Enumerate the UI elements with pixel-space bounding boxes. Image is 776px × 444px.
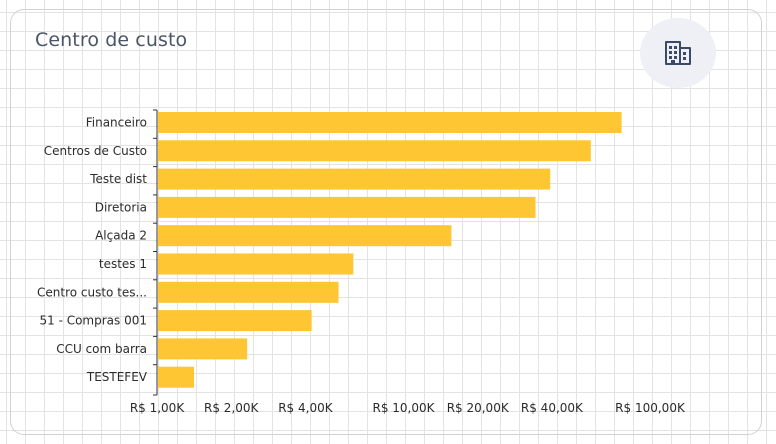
x-tick-label: R$ 40,00K xyxy=(521,401,584,415)
bar xyxy=(158,310,312,332)
category-label: 51 - Compras 001 xyxy=(39,314,147,328)
category-label: Centro custo tes... xyxy=(37,285,147,299)
bar xyxy=(158,281,339,303)
category-label: Alçada 2 xyxy=(95,229,147,243)
bar xyxy=(158,112,622,133)
bar xyxy=(158,366,195,388)
category-label: CCU com barra xyxy=(56,342,147,356)
bar xyxy=(158,338,248,360)
x-tick-label: R$ 10,00K xyxy=(372,401,435,415)
x-tick-label: R$ 2,00K xyxy=(204,401,260,415)
x-tick-label: R$ 100,00K xyxy=(615,401,686,415)
category-label: Diretoria xyxy=(95,200,147,214)
category-label: Teste dist xyxy=(89,172,147,186)
category-label: Financeiro xyxy=(86,116,147,130)
building-icon-button[interactable] xyxy=(640,18,716,88)
category-label: Centros de Custo xyxy=(44,144,147,158)
category-label: testes 1 xyxy=(99,257,147,271)
bar xyxy=(158,140,591,162)
card-title: Centro de custo xyxy=(35,29,188,51)
bar xyxy=(158,225,452,247)
x-tick-label: R$ 1,00K xyxy=(130,401,186,415)
bar xyxy=(158,168,551,190)
bar xyxy=(158,253,354,275)
x-tick-label: R$ 4,00K xyxy=(278,401,334,415)
building-icon xyxy=(665,41,691,65)
bar xyxy=(158,196,536,218)
category-label: TESTEFEV xyxy=(86,370,148,384)
chart-card xyxy=(10,9,762,435)
x-tick-label: R$ 20,00K xyxy=(447,401,510,415)
